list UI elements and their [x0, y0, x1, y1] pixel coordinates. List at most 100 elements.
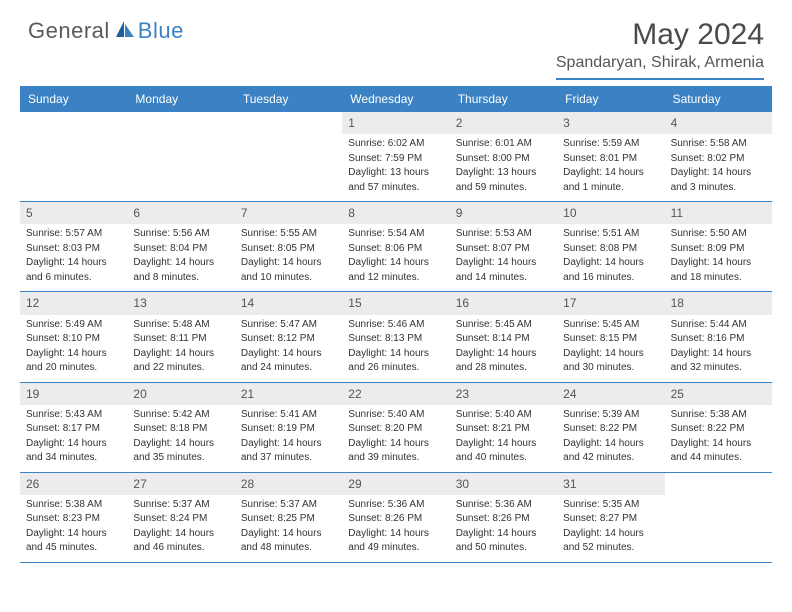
detail-line: Daylight: 14 hours — [671, 347, 766, 361]
day-header-cell: Tuesday — [235, 86, 342, 112]
day-cell: 21Sunrise: 5:41 AMSunset: 8:19 PMDayligh… — [235, 383, 342, 472]
day-number: 11 — [665, 202, 772, 224]
day-number: 14 — [235, 292, 342, 314]
detail-line: Sunrise: 6:01 AM — [456, 137, 551, 151]
day-details: Sunrise: 5:59 AMSunset: 8:01 PMDaylight:… — [557, 134, 664, 201]
day-cell: 23Sunrise: 5:40 AMSunset: 8:21 PMDayligh… — [450, 383, 557, 472]
logo: General Blue — [28, 18, 184, 44]
day-details: Sunrise: 5:49 AMSunset: 8:10 PMDaylight:… — [20, 315, 127, 382]
detail-line: Sunrise: 5:38 AM — [671, 408, 766, 422]
detail-line: Sunset: 8:04 PM — [133, 242, 228, 256]
day-details: Sunrise: 5:41 AMSunset: 8:19 PMDaylight:… — [235, 405, 342, 472]
day-details: Sunrise: 5:57 AMSunset: 8:03 PMDaylight:… — [20, 224, 127, 291]
day-details: Sunrise: 5:38 AMSunset: 8:23 PMDaylight:… — [20, 495, 127, 562]
detail-line: Sunrise: 5:48 AM — [133, 318, 228, 332]
day-details: Sunrise: 5:36 AMSunset: 8:26 PMDaylight:… — [450, 495, 557, 562]
day-number: 23 — [450, 383, 557, 405]
day-number: 13 — [127, 292, 234, 314]
day-details: Sunrise: 5:43 AMSunset: 8:17 PMDaylight:… — [20, 405, 127, 472]
detail-line: Daylight: 14 hours — [456, 256, 551, 270]
day-cell: 14Sunrise: 5:47 AMSunset: 8:12 PMDayligh… — [235, 292, 342, 381]
detail-line: Sunset: 8:01 PM — [563, 152, 658, 166]
day-details: Sunrise: 6:01 AMSunset: 8:00 PMDaylight:… — [450, 134, 557, 201]
detail-line: and 37 minutes. — [241, 451, 336, 465]
detail-line: Sunset: 8:11 PM — [133, 332, 228, 346]
detail-line: Sunrise: 5:46 AM — [348, 318, 443, 332]
logo-text-blue: Blue — [138, 18, 184, 44]
detail-line: and 30 minutes. — [563, 361, 658, 375]
detail-line: Daylight: 14 hours — [241, 527, 336, 541]
detail-line: Sunset: 8:10 PM — [26, 332, 121, 346]
day-number: 12 — [20, 292, 127, 314]
day-details: Sunrise: 5:46 AMSunset: 8:13 PMDaylight:… — [342, 315, 449, 382]
day-details: Sunrise: 5:40 AMSunset: 8:21 PMDaylight:… — [450, 405, 557, 472]
detail-line: Sunrise: 5:58 AM — [671, 137, 766, 151]
day-details: Sunrise: 5:48 AMSunset: 8:11 PMDaylight:… — [127, 315, 234, 382]
day-cell: 6Sunrise: 5:56 AMSunset: 8:04 PMDaylight… — [127, 202, 234, 291]
detail-line: and 59 minutes. — [456, 181, 551, 195]
detail-line: Daylight: 14 hours — [348, 256, 443, 270]
detail-line: Sunset: 8:13 PM — [348, 332, 443, 346]
day-header-cell: Friday — [557, 86, 664, 112]
day-number: 20 — [127, 383, 234, 405]
day-cell: 13Sunrise: 5:48 AMSunset: 8:11 PMDayligh… — [127, 292, 234, 381]
day-number: 6 — [127, 202, 234, 224]
day-details: Sunrise: 5:39 AMSunset: 8:22 PMDaylight:… — [557, 405, 664, 472]
detail-line: Daylight: 14 hours — [563, 437, 658, 451]
calendar: SundayMondayTuesdayWednesdayThursdayFrid… — [20, 86, 772, 563]
detail-line: Daylight: 14 hours — [241, 347, 336, 361]
detail-line: Daylight: 14 hours — [671, 437, 766, 451]
week-row: 26Sunrise: 5:38 AMSunset: 8:23 PMDayligh… — [20, 473, 772, 563]
detail-line: and 16 minutes. — [563, 271, 658, 285]
day-cell: 15Sunrise: 5:46 AMSunset: 8:13 PMDayligh… — [342, 292, 449, 381]
day-number: 17 — [557, 292, 664, 314]
day-cell: 1Sunrise: 6:02 AMSunset: 7:59 PMDaylight… — [342, 112, 449, 201]
day-cell: 19Sunrise: 5:43 AMSunset: 8:17 PMDayligh… — [20, 383, 127, 472]
day-cell: 8Sunrise: 5:54 AMSunset: 8:06 PMDaylight… — [342, 202, 449, 291]
day-details: Sunrise: 5:58 AMSunset: 8:02 PMDaylight:… — [665, 134, 772, 201]
day-cell: 4Sunrise: 5:58 AMSunset: 8:02 PMDaylight… — [665, 112, 772, 201]
detail-line: and 32 minutes. — [671, 361, 766, 375]
day-details: Sunrise: 5:55 AMSunset: 8:05 PMDaylight:… — [235, 224, 342, 291]
detail-line: Sunset: 8:26 PM — [456, 512, 551, 526]
detail-line: Daylight: 14 hours — [456, 347, 551, 361]
detail-line: and 26 minutes. — [348, 361, 443, 375]
day-details: Sunrise: 5:44 AMSunset: 8:16 PMDaylight:… — [665, 315, 772, 382]
day-cell: 26Sunrise: 5:38 AMSunset: 8:23 PMDayligh… — [20, 473, 127, 562]
detail-line: Daylight: 14 hours — [671, 166, 766, 180]
detail-line: Sunrise: 5:42 AM — [133, 408, 228, 422]
week-row: 19Sunrise: 5:43 AMSunset: 8:17 PMDayligh… — [20, 383, 772, 473]
day-cell: 10Sunrise: 5:51 AMSunset: 8:08 PMDayligh… — [557, 202, 664, 291]
day-number: 15 — [342, 292, 449, 314]
day-header-cell: Sunday — [20, 86, 127, 112]
day-cell: 18Sunrise: 5:44 AMSunset: 8:16 PMDayligh… — [665, 292, 772, 381]
empty-cell — [235, 112, 342, 201]
detail-line: Sunset: 8:25 PM — [241, 512, 336, 526]
detail-line: Sunset: 8:20 PM — [348, 422, 443, 436]
day-number: 10 — [557, 202, 664, 224]
detail-line: Sunset: 8:15 PM — [563, 332, 658, 346]
day-cell: 28Sunrise: 5:37 AMSunset: 8:25 PMDayligh… — [235, 473, 342, 562]
detail-line: Sunset: 7:59 PM — [348, 152, 443, 166]
detail-line: and 18 minutes. — [671, 271, 766, 285]
detail-line: Sunrise: 5:41 AM — [241, 408, 336, 422]
day-number: 3 — [557, 112, 664, 134]
detail-line: Sunset: 8:03 PM — [26, 242, 121, 256]
day-header-cell: Saturday — [665, 86, 772, 112]
day-number: 16 — [450, 292, 557, 314]
day-number: 4 — [665, 112, 772, 134]
detail-line: and 22 minutes. — [133, 361, 228, 375]
detail-line: Sunrise: 5:38 AM — [26, 498, 121, 512]
detail-line: Sunrise: 5:51 AM — [563, 227, 658, 241]
day-number: 28 — [235, 473, 342, 495]
day-cell: 31Sunrise: 5:35 AMSunset: 8:27 PMDayligh… — [557, 473, 664, 562]
day-cell: 22Sunrise: 5:40 AMSunset: 8:20 PMDayligh… — [342, 383, 449, 472]
detail-line: Daylight: 14 hours — [26, 256, 121, 270]
detail-line: Sunset: 8:24 PM — [133, 512, 228, 526]
header: General Blue May 2024 Spandaryan, Shirak… — [0, 0, 792, 86]
day-number: 26 — [20, 473, 127, 495]
detail-line: and 45 minutes. — [26, 541, 121, 555]
day-cell: 24Sunrise: 5:39 AMSunset: 8:22 PMDayligh… — [557, 383, 664, 472]
day-cell: 5Sunrise: 5:57 AMSunset: 8:03 PMDaylight… — [20, 202, 127, 291]
detail-line: Sunrise: 5:45 AM — [563, 318, 658, 332]
